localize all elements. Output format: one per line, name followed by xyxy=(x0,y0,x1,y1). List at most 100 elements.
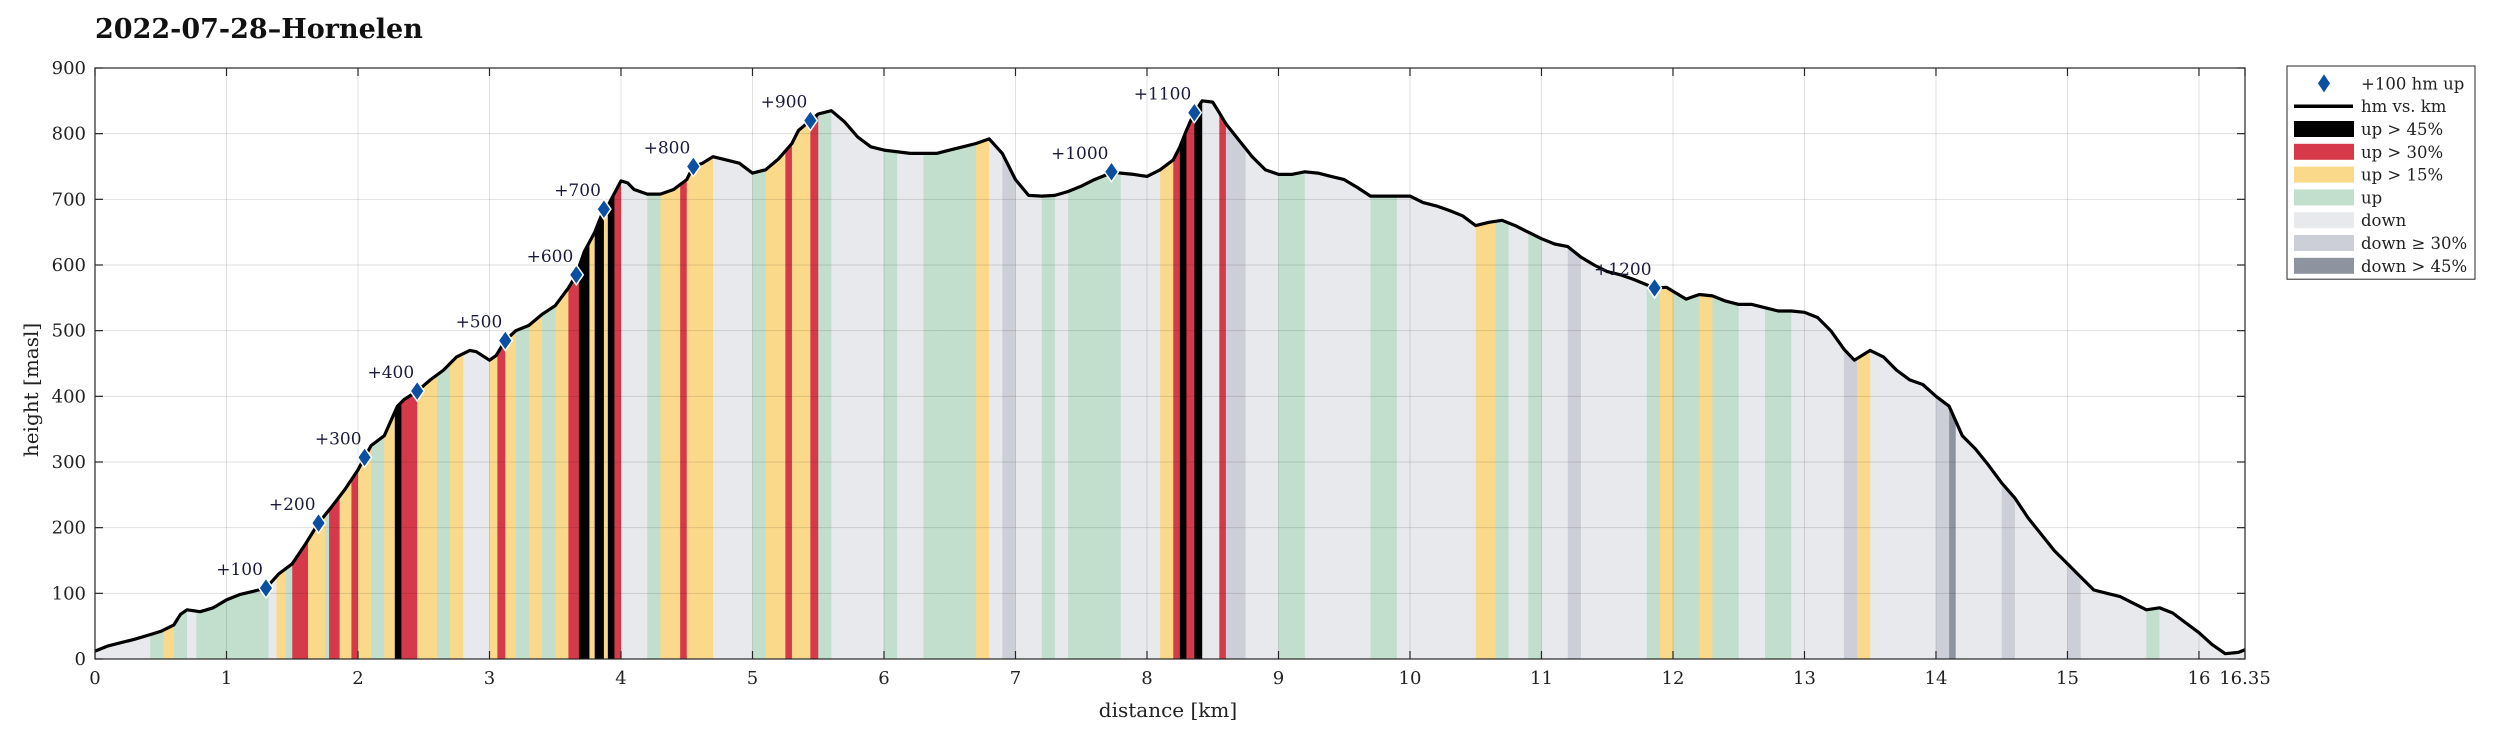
band-down30 xyxy=(1002,100,1016,659)
band-up45 xyxy=(578,100,590,659)
legend: +100 hm up hm vs. km up > 45% up > 30% up > … xyxy=(2286,65,2476,280)
x-tick-label: 0 xyxy=(89,668,100,689)
band-up30 xyxy=(568,100,580,659)
marker-100hm xyxy=(595,197,612,221)
band-up15 xyxy=(1160,100,1174,659)
x-tick-label: 15 xyxy=(2056,668,2079,689)
band-up xyxy=(1041,100,1056,659)
band-up xyxy=(1495,100,1510,659)
x-tick-label: 6 xyxy=(878,668,889,689)
legend-label: up > 15% xyxy=(2361,166,2443,185)
y-tick-label: 600 xyxy=(52,255,86,276)
band-up15 xyxy=(589,100,596,659)
band-up45 xyxy=(1194,100,1203,659)
marker-100hm xyxy=(310,511,327,535)
band-down xyxy=(1265,100,1279,659)
band-up15 xyxy=(765,100,786,659)
legend-label: up xyxy=(2361,188,2382,207)
legend-swatch-up15 xyxy=(2294,166,2354,183)
marker-label: +600 xyxy=(527,247,574,267)
band-up30 xyxy=(1186,100,1195,659)
band-down xyxy=(1054,100,1069,659)
legend-label: hm vs. km xyxy=(2361,97,2447,116)
band-down xyxy=(1304,100,1371,659)
band-down xyxy=(897,100,924,659)
x-tick-label: 1 xyxy=(221,668,232,689)
legend-label: up > 30% xyxy=(2361,143,2443,162)
band-up15 xyxy=(505,100,517,659)
band-up30 xyxy=(785,100,793,659)
x-tick-label: 16 xyxy=(2188,668,2211,689)
x-tick-label: 3 xyxy=(484,668,495,689)
band-down xyxy=(831,100,885,659)
x-tick-label: 14 xyxy=(1925,668,1948,689)
band-up15 xyxy=(1475,100,1496,659)
marker-label: +900 xyxy=(761,93,808,113)
legend-swatch-up xyxy=(2294,189,2354,206)
band-down xyxy=(1120,100,1161,659)
marker-label: +300 xyxy=(315,429,362,449)
band-up45 xyxy=(1179,100,1187,659)
x-tick-label: 10 xyxy=(1399,668,1422,689)
legend-swatch-up30 xyxy=(2294,143,2354,160)
band-up15 xyxy=(976,100,990,659)
band-up xyxy=(956,100,977,659)
legend-label: down xyxy=(2361,211,2407,230)
band-down30 xyxy=(1225,100,1247,659)
y-tick-label: 500 xyxy=(52,321,86,342)
x-tick-label: 7 xyxy=(1010,668,1021,689)
x-tick-label: 12 xyxy=(1662,668,1685,689)
band-up30 xyxy=(614,100,622,659)
marker-label: +700 xyxy=(554,181,601,201)
band-up xyxy=(923,100,937,659)
band-up15 xyxy=(603,100,609,659)
band-up30 xyxy=(1219,100,1227,659)
marker-layer: +100 +200 +300 +400 +500 +600 +700 +800 +900 +100… xyxy=(216,85,1663,600)
x-axis-label: distance [km] xyxy=(1099,698,1237,722)
y-tick-label: 800 xyxy=(52,124,86,145)
y-tick-label: 700 xyxy=(52,189,86,210)
marker-label: +100 xyxy=(216,560,263,580)
band-up15 xyxy=(791,100,811,659)
marker-100hm xyxy=(258,576,274,600)
band-up15 xyxy=(686,100,714,659)
marker-label: +200 xyxy=(269,495,316,515)
x-tick-label: 5 xyxy=(747,668,758,689)
legend-label: +100 hm up xyxy=(2361,74,2464,93)
marker-100hm xyxy=(1186,101,1203,124)
marker-label: +800 xyxy=(644,139,691,159)
marker-label: +1100 xyxy=(1134,85,1192,105)
marker-100hm xyxy=(802,109,819,132)
legend-swatch-down45 xyxy=(2294,257,2354,274)
band-down xyxy=(1202,100,1220,659)
marker-100hm xyxy=(409,379,426,403)
y-tick-label: 300 xyxy=(52,452,86,473)
y-tick-label: 100 xyxy=(52,583,86,604)
legend-marker-icon xyxy=(2318,74,2330,93)
y-tick-label: 900 xyxy=(52,58,86,79)
y-tick-label: 0 xyxy=(75,649,86,670)
band-up15 xyxy=(660,100,681,659)
band-up xyxy=(647,100,661,659)
marker-label: +1200 xyxy=(1594,260,1652,280)
band-up30 xyxy=(1173,100,1181,659)
x-tick-label: 8 xyxy=(1141,668,1152,689)
band-up xyxy=(818,100,832,659)
legend-label: down > 45% xyxy=(2361,257,2467,276)
marker-label: +400 xyxy=(367,363,414,383)
legend-label: down ≥ 30% xyxy=(2361,234,2467,253)
band-up45 xyxy=(594,100,605,659)
tick-labels: 0 1 2 3 4 5 6 7 8 9 10 11 12 13 14 15 16 16.3501002003004… xyxy=(52,58,2271,689)
legend-swatch-down xyxy=(2294,212,2354,229)
x-tick-label: 11 xyxy=(1530,668,1553,689)
marker-100hm xyxy=(497,329,514,352)
legend-swatch-down30 xyxy=(2294,235,2354,251)
legend-swatch-up45 xyxy=(2294,121,2354,137)
y-axis-label: height [masl] xyxy=(19,323,43,457)
band-down xyxy=(989,100,1003,659)
axes-box xyxy=(94,67,2246,660)
band-up xyxy=(1278,100,1293,659)
y-tick-label: 400 xyxy=(52,386,86,407)
legend-label: up > 45% xyxy=(2361,120,2443,139)
